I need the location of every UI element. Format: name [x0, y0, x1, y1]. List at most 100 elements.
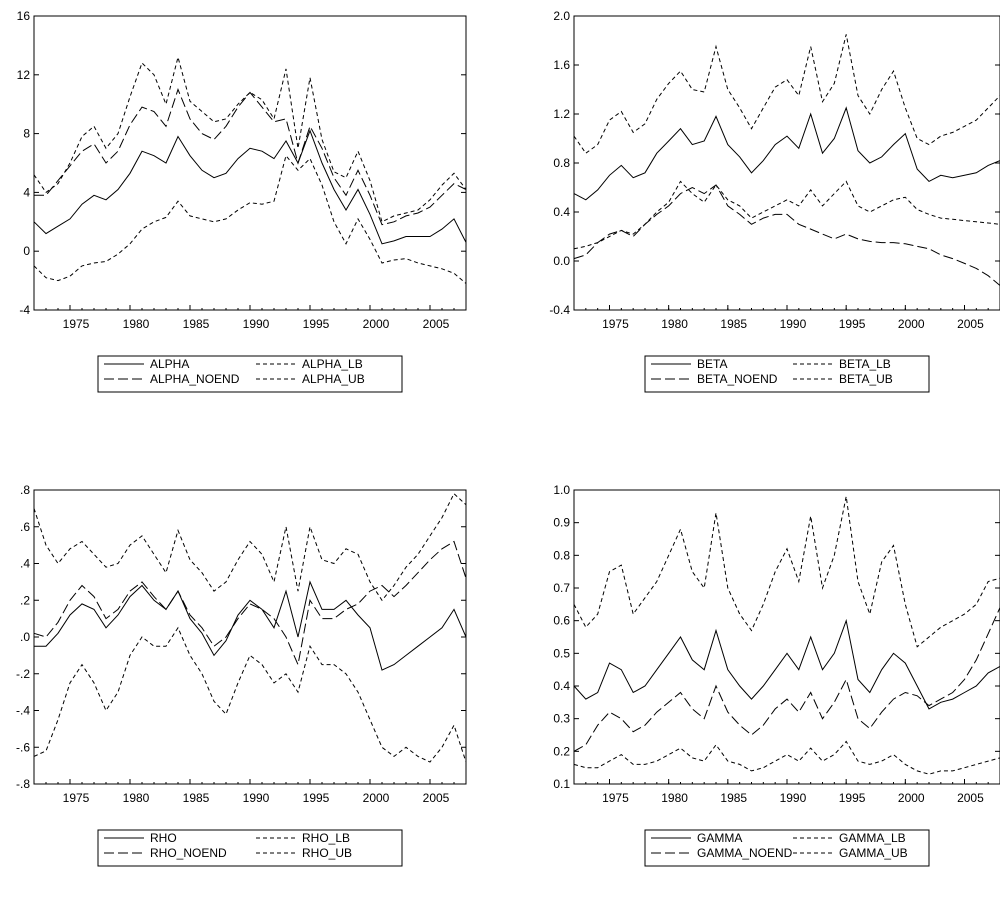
- x-tick-label: 1985: [183, 791, 210, 805]
- legend-box: [644, 355, 930, 393]
- y-tick-label: 1.6: [553, 58, 570, 72]
- plot-frame: [33, 15, 467, 311]
- y-tick-label: .0: [20, 630, 30, 644]
- x-tick-label: 1975: [602, 317, 629, 331]
- legend-label: BETA_LB: [839, 357, 891, 371]
- series-line-rho: [34, 580, 467, 671]
- legend-label: BETA: [697, 357, 727, 371]
- x-tick-label: 1990: [780, 791, 807, 805]
- x-tick-label: 2000: [898, 791, 925, 805]
- x-tick-label: 1995: [839, 791, 866, 805]
- x-tick-label: 1995: [839, 317, 866, 331]
- y-tick-label: 0.9: [553, 516, 570, 530]
- legend-label: GAMMA_NOEND: [697, 846, 793, 860]
- y-tick-label: 0.7: [553, 581, 570, 595]
- x-tick-label: 2005: [423, 317, 450, 331]
- chart-panel-0: -4 0 4 8 12 16 1975 1980 1985 1990 1995 2000 2005 ALP…: [17, 9, 467, 393]
- y-tick-label: 0.8: [553, 548, 570, 562]
- y-tick-label: 16: [17, 9, 31, 23]
- plot-frame: [573, 15, 1000, 311]
- legend-label: RHO_LB: [302, 831, 350, 845]
- y-tick-label: -.4: [16, 704, 30, 718]
- legend-label: RHO_UB: [302, 846, 352, 860]
- x-tick-label: 2005: [423, 791, 450, 805]
- legend-label: RHO: [150, 831, 177, 845]
- y-tick-label: 0.5: [553, 646, 570, 660]
- legend-label: GAMMA: [697, 831, 742, 845]
- legend-label: ALPHA_NOEND: [150, 372, 240, 386]
- series-line-alpha: [33, 129, 467, 245]
- series-line-gamma-noend: [573, 607, 1000, 752]
- y-tick-label: 0.4: [553, 205, 570, 219]
- y-tick-label: -.8: [16, 777, 30, 791]
- y-tick-label: .4: [20, 557, 30, 571]
- series-line-rho-noend: [33, 540, 467, 667]
- x-tick-label: 1975: [63, 317, 90, 331]
- x-tick-label: 1985: [183, 317, 210, 331]
- series-line-alpha-ub: [33, 55, 467, 223]
- x-tick-label: 1980: [661, 791, 688, 805]
- x-tick-label: 2000: [898, 317, 925, 331]
- x-tick-label: 1990: [243, 791, 270, 805]
- series-line-alpha-lb: [33, 154, 467, 284]
- x-tick-label: 1975: [63, 791, 90, 805]
- legend-box: [644, 829, 930, 867]
- series-line-beta-ub: [573, 34, 1000, 154]
- x-tick-label: 2000: [363, 791, 390, 805]
- y-tick-label: .6: [20, 520, 30, 534]
- y-tick-label: .8: [20, 483, 30, 497]
- x-tick-label: 1995: [303, 791, 330, 805]
- y-tick-label: -4: [19, 303, 30, 317]
- y-tick-label: 12: [17, 68, 31, 82]
- y-tick-label: 0.1: [553, 777, 570, 791]
- legend-label: ALPHA_LB: [302, 357, 363, 371]
- legend-label: BETA_UB: [839, 372, 893, 386]
- series-line-gamma-lb: [573, 740, 1000, 775]
- chart-panel-3: 0.1 0.2 0.3 0.4 0.5 0.6 0.7 0.8 0.9 1.0 1975 1980 19…: [553, 483, 1000, 867]
- x-tick-label: 1990: [243, 317, 270, 331]
- series-line-rho-ub: [33, 492, 467, 602]
- series-line-beta: [573, 106, 1000, 201]
- x-tick-label: 1975: [602, 791, 629, 805]
- x-tick-label: 1985: [720, 317, 747, 331]
- chart-panel-2: -.8 -.6 -.4 -.2 .0 .2 .4 .6 .8 1975 1980 1985 1990 19…: [16, 483, 467, 867]
- y-tick-label: 0.0: [553, 254, 570, 268]
- x-tick-label: 1980: [661, 317, 688, 331]
- y-tick-label: 0.3: [553, 712, 570, 726]
- chart-panel-1: -0.4 0.0 0.4 0.8 1.2 1.6 2.0 1975 1980 1985 1990 19…: [549, 9, 1000, 393]
- plot-frame: [33, 489, 467, 785]
- x-tick-label: 1985: [720, 791, 747, 805]
- y-tick-label: 4: [23, 185, 30, 199]
- legend-label: BETA_NOEND: [697, 372, 778, 386]
- y-tick-label: 2.0: [553, 9, 570, 23]
- y-tick-label: 0.4: [553, 679, 570, 693]
- x-tick-label: 1980: [123, 317, 150, 331]
- y-tick-label: -.2: [16, 667, 30, 681]
- legend-label: RHO_NOEND: [150, 846, 227, 860]
- legend-label: ALPHA: [150, 357, 189, 371]
- y-tick-label: -0.4: [549, 303, 570, 317]
- y-tick-label: .2: [20, 593, 30, 607]
- x-tick-label: 2005: [957, 791, 984, 805]
- y-tick-label: 1.0: [553, 483, 570, 497]
- y-tick-label: 0: [23, 244, 30, 258]
- x-tick-label: 2000: [363, 317, 390, 331]
- y-tick-label: 1.2: [553, 107, 570, 121]
- series-line-beta-lb: [573, 180, 1000, 250]
- legend-box: [97, 829, 403, 867]
- plot-frame: [573, 489, 1000, 785]
- series-line-gamma-ub: [573, 496, 1000, 648]
- legend-label: ALPHA_UB: [302, 372, 365, 386]
- series-line-gamma: [573, 618, 1000, 710]
- x-tick-label: 1980: [123, 791, 150, 805]
- series-line-alpha-noend: [34, 88, 467, 226]
- x-tick-label: 1995: [303, 317, 330, 331]
- legend-label: GAMMA_LB: [839, 831, 906, 845]
- y-tick-label: 0.6: [553, 614, 570, 628]
- y-tick-label: -.6: [16, 740, 30, 754]
- y-tick-label: 0.8: [553, 156, 570, 170]
- y-tick-label: 0.2: [553, 744, 570, 758]
- series-line-rho-lb: [33, 626, 467, 763]
- y-tick-label: 8: [23, 127, 30, 141]
